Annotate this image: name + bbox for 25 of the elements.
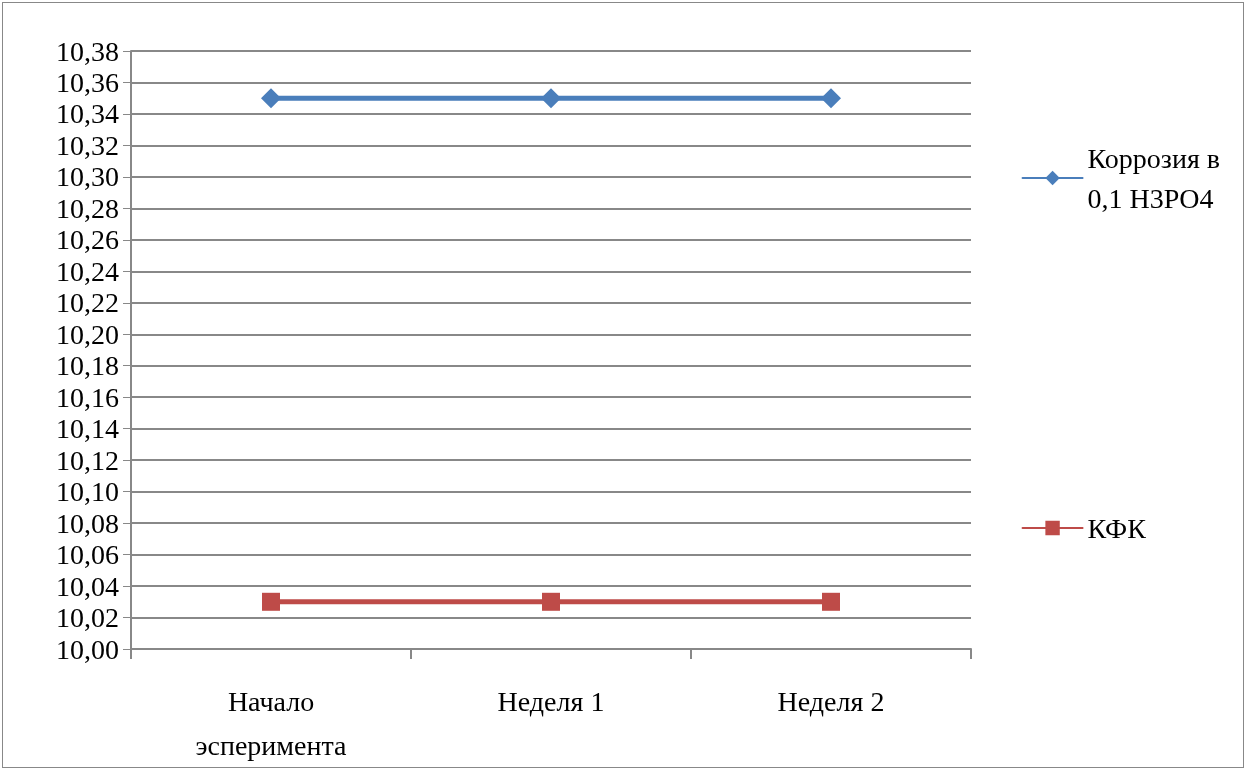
y-tick-label: 10,14: [56, 413, 119, 445]
y-tick-label: 10,30: [56, 161, 119, 193]
legend-label: Коррозия в 0,1 H3PO4: [1087, 142, 1221, 214]
y-tick-label: 10,22: [56, 287, 119, 319]
y-tick-label: 10,02: [56, 602, 119, 634]
x-tick-label: Неделя 1: [497, 685, 605, 717]
y-tick-label: 10,38: [56, 35, 119, 67]
y-tick-label: 10,16: [56, 381, 119, 413]
y-tick-label: 10,18: [56, 350, 119, 382]
y-tick-label: 10,34: [56, 98, 119, 130]
y-tick-label: 10,12: [56, 444, 119, 476]
y-tick-label: 10,00: [56, 633, 119, 665]
y-tick-label: 10,04: [56, 570, 119, 602]
y-tick-label: 10,10: [56, 476, 119, 508]
x-tick-label: Неделя 2: [777, 685, 885, 717]
legend-label: КФК: [1087, 512, 1147, 544]
y-tick-label: 10,24: [56, 255, 119, 287]
y-tick-label: 10,08: [56, 507, 119, 539]
x-tick-label: Начало эсперимента: [195, 685, 348, 761]
y-tick-label: 10,20: [56, 318, 119, 350]
y-tick-label: 10,26: [56, 224, 119, 256]
y-tick-label: 10,36: [56, 66, 119, 98]
y-tick-label: 10,06: [56, 539, 119, 571]
y-tick-label: 10,32: [56, 129, 119, 161]
y-tick-label: 10,28: [56, 192, 119, 224]
